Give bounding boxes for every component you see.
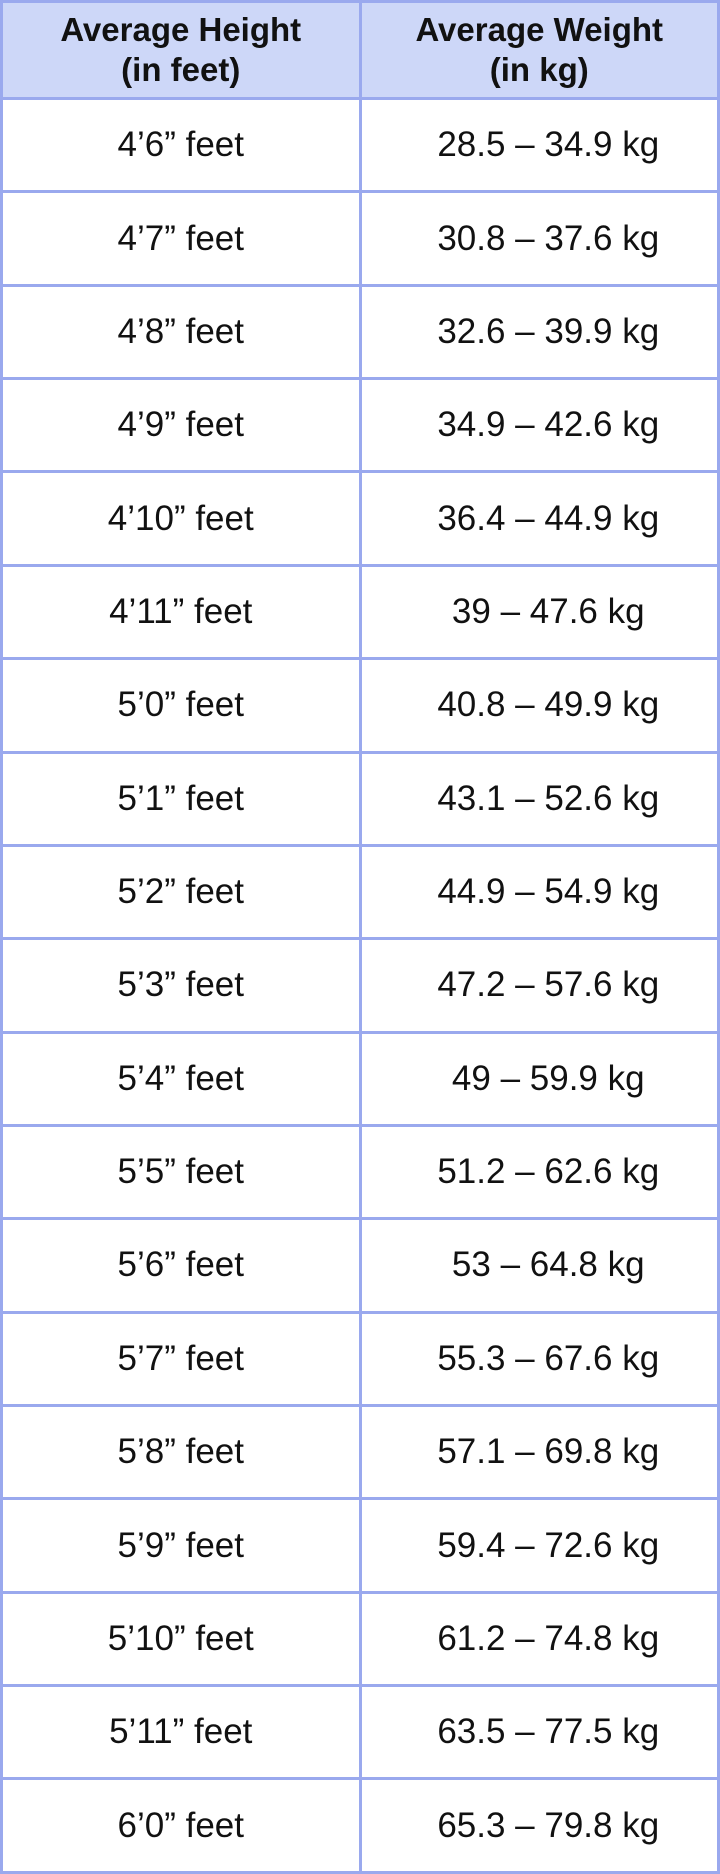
table-row: 5’4” feet 49 – 59.9 kg [0, 1030, 720, 1127]
table-row: 5’9” feet 59.4 – 72.6 kg [0, 1497, 720, 1594]
height-cell: 5’8” feet [0, 1404, 362, 1501]
header-height-line2: (in feet) [121, 51, 241, 88]
height-cell: 5’1” feet [0, 750, 362, 847]
height-cell: 5’5” feet [0, 1123, 362, 1221]
height-cell: 4’8” feet [0, 283, 362, 381]
height-cell: 5’10” feet [0, 1590, 362, 1688]
weight-cell: 43.1 – 52.6 kg [358, 750, 720, 847]
weight-cell: 57.1 – 69.8 kg [358, 1404, 720, 1501]
height-cell: 5’4” feet [0, 1030, 362, 1127]
table-row: 5’11” feet 63.5 – 77.5 kg [0, 1684, 720, 1781]
table-row: 5’8” feet 57.1 – 69.8 kg [0, 1404, 720, 1501]
header-weight-line2: (in kg) [489, 51, 589, 88]
table-row: 5’7” feet 55.3 – 67.6 kg [0, 1310, 720, 1408]
height-cell: 5’0” feet [0, 657, 362, 754]
height-cell: 4’10” feet [0, 470, 362, 567]
height-cell: 4’9” feet [0, 377, 362, 474]
height-cell: 5’7” feet [0, 1310, 362, 1408]
weight-cell: 63.5 – 77.5 kg [358, 1684, 720, 1781]
weight-cell: 39 – 47.6 kg [358, 563, 720, 661]
table-row: 5’0” feet 40.8 – 49.9 kg [0, 657, 720, 754]
weight-cell: 44.9 – 54.9 kg [358, 843, 720, 941]
height-cell: 4’7” feet [0, 190, 362, 287]
weight-cell: 28.5 – 34.9 kg [358, 96, 720, 194]
height-cell: 4’6” feet [0, 96, 362, 194]
height-cell: 5’2” feet [0, 843, 362, 941]
header-height: Average Height (in feet) [0, 0, 362, 100]
weight-cell: 53 – 64.8 kg [358, 1217, 720, 1314]
table-row: 5’6” feet 53 – 64.8 kg [0, 1217, 720, 1314]
height-cell: 5’6” feet [0, 1217, 362, 1314]
height-cell: 4’11” feet [0, 563, 362, 661]
table-row: 4’8” feet 32.6 – 39.9 kg [0, 283, 720, 381]
weight-cell: 32.6 – 39.9 kg [358, 283, 720, 381]
table-row: 5’10” feet 61.2 – 74.8 kg [0, 1590, 720, 1688]
table-row: 4’7” feet 30.8 – 37.6 kg [0, 190, 720, 287]
weight-cell: 36.4 – 44.9 kg [358, 470, 720, 567]
height-cell: 5’9” feet [0, 1497, 362, 1594]
table-row: 5’1” feet 43.1 – 52.6 kg [0, 750, 720, 847]
header-weight-line1: Average Weight [415, 11, 664, 48]
height-cell: 5’3” feet [0, 937, 362, 1034]
table-row: 5’2” feet 44.9 – 54.9 kg [0, 843, 720, 941]
table-row: 4’10” feet 36.4 – 44.9 kg [0, 470, 720, 567]
table-row: 5’3” feet 47.2 – 57.6 kg [0, 937, 720, 1034]
table-row: 6’0” feet 65.3 – 79.8 kg [0, 1777, 720, 1874]
weight-cell: 34.9 – 42.6 kg [358, 377, 720, 474]
weight-cell: 40.8 – 49.9 kg [358, 657, 720, 754]
height-cell: 5’11” feet [0, 1684, 362, 1781]
weight-cell: 61.2 – 74.8 kg [358, 1590, 720, 1688]
weight-cell: 47.2 – 57.6 kg [358, 937, 720, 1034]
header-row: Average Height (in feet) Average Weight (i… [0, 0, 720, 100]
weight-cell: 59.4 – 72.6 kg [358, 1497, 720, 1594]
header-height-line1: Average Height [60, 11, 302, 48]
weight-cell: 49 – 59.9 kg [358, 1030, 720, 1127]
table-row: 5’5” feet 51.2 – 62.6 kg [0, 1123, 720, 1221]
weight-cell: 55.3 – 67.6 kg [358, 1310, 720, 1408]
table-row: 4’6” feet 28.5 – 34.9 kg [0, 96, 720, 194]
weight-cell: 65.3 – 79.8 kg [358, 1777, 720, 1874]
header-weight: Average Weight (in kg) [358, 0, 720, 100]
table-row: 4’11” feet 39 – 47.6 kg [0, 563, 720, 661]
weight-cell: 51.2 – 62.6 kg [358, 1123, 720, 1221]
height-cell: 6’0” feet [0, 1777, 362, 1874]
table-row: 4’9” feet 34.9 – 42.6 kg [0, 377, 720, 474]
weight-cell: 30.8 – 37.6 kg [358, 190, 720, 287]
